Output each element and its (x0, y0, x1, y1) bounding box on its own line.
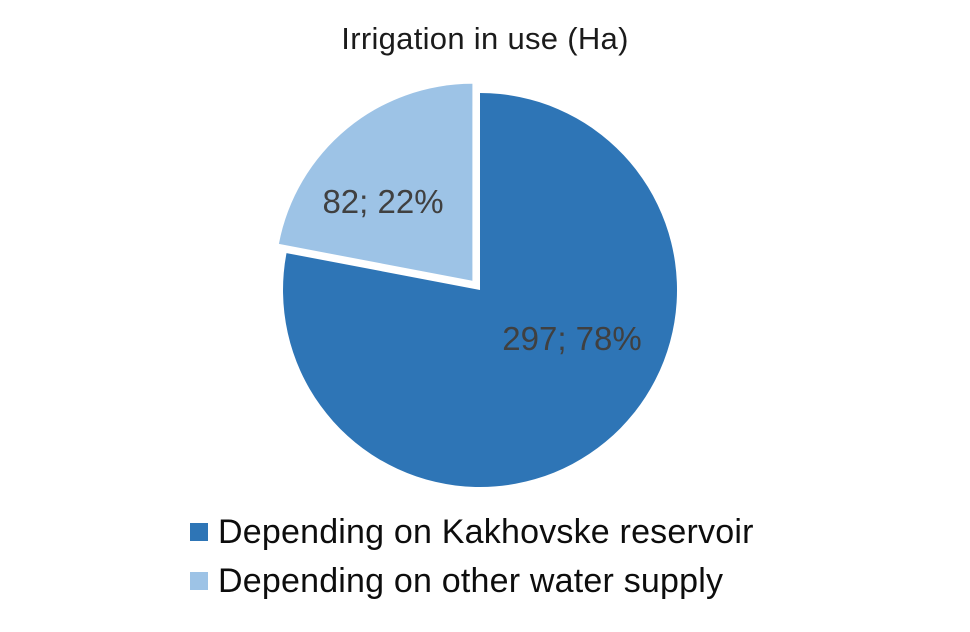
legend-swatch-other-water-supply (190, 572, 208, 590)
data-label-other-water-supply: 82; 22% (322, 183, 444, 220)
legend-label-other-water-supply: Depending on other water supply (218, 561, 724, 600)
pie-slice-other-water-supply (278, 83, 473, 281)
data-label-kakhovske-reservoir: 297; 78% (502, 320, 642, 357)
legend-item-kakhovske-reservoir: Depending on Kakhovske reservoir (190, 512, 754, 552)
pie-slice-kakhovske-reservoir (283, 93, 678, 487)
legend-swatch-kakhovske-reservoir (190, 523, 208, 541)
legend-item-other-water-supply: Depending on other water supply (190, 561, 754, 601)
legend: Depending on Kakhovske reservoir Dependi… (190, 512, 754, 601)
chart-title: Irrigation in use (Ha) (341, 21, 629, 56)
legend-label-kakhovske-reservoir: Depending on Kakhovske reservoir (218, 512, 754, 551)
